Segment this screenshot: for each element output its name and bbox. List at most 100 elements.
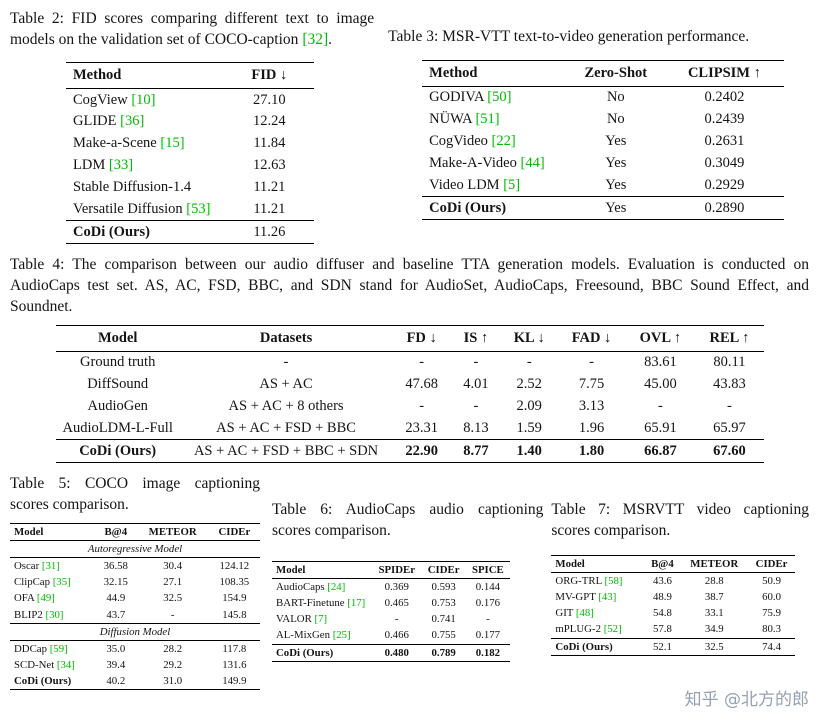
table-row: Stable Diffusion-1.4 11.21 [66, 176, 314, 198]
table-cell: 1.40 [501, 440, 558, 463]
citation-ref: [33] [108, 157, 134, 174]
cell-text: ORG-TRL [555, 575, 602, 588]
column-header: REL ↑ [709, 330, 750, 347]
cell-text: 50.9 [762, 575, 782, 588]
table-row: Make-a-Scene [15] 11.84 [66, 133, 314, 155]
table-row: ORG-TRL [58] 43.6 28.8 50.9 [551, 573, 795, 590]
table-cell: 131.6 [209, 657, 260, 673]
cell-text: Oscar [14, 560, 40, 573]
watermark-text: 知乎 @北方的郎 [684, 690, 809, 710]
cell-text: GIT [555, 607, 574, 620]
cell-text: 11.26 [253, 223, 286, 240]
table-cell: 1.96 [558, 418, 626, 440]
table-cell: 8.13 [451, 418, 501, 440]
table-row: Oscar [31] 36.58 30.4 124.12 [10, 558, 260, 575]
table-cell: 4.01 [451, 374, 501, 396]
table-cell: 11.84 [225, 133, 314, 155]
table-cell: 67.60 [695, 440, 763, 463]
table-row: AudioLDM-L-Full AS + AC + FSD + BBC 23.31 8… [56, 418, 764, 440]
table-cell: Make-a-Scene [15] [66, 133, 225, 155]
table-cell: 52.1 [644, 638, 681, 655]
cell-text: 31.0 [163, 674, 183, 687]
citation-ref: [50] [487, 89, 512, 106]
caption-text: Table 5: COCO image captioning scores co… [10, 475, 260, 514]
table-cell: AS + AC [180, 374, 392, 396]
table-cell: Versatile Diffusion [53] [66, 198, 225, 220]
cell-text: 74.4 [762, 640, 782, 653]
cell-text: 0.182 [475, 646, 501, 659]
table-cell: - [392, 396, 451, 418]
cell-text: 83.61 [644, 354, 677, 371]
cell-text: 43.7 [106, 608, 126, 621]
table-cell: 0.755 [422, 627, 466, 644]
cell-text: - [727, 398, 732, 415]
cell-text: 0.176 [475, 597, 501, 610]
cell-text: 65.97 [713, 420, 746, 437]
cell-text: 33.1 [704, 607, 724, 620]
cell-text: 8.13 [463, 420, 489, 437]
cell-text: Yes [605, 154, 627, 171]
table4-caption: Table 4: The comparison between our audi… [10, 254, 809, 317]
cell-text: 27.10 [253, 91, 286, 108]
table-cell: CoDi (Ours) [551, 638, 644, 655]
cell-text: DiffSound [87, 376, 149, 393]
table-cell: 23.31 [392, 418, 451, 440]
table-cell: 43.6 [644, 573, 681, 590]
table-cell: No [567, 109, 665, 131]
cell-text: AS + AC + FSD + BBC + SDN [193, 442, 379, 459]
table-cell: Oscar [31] [10, 558, 95, 575]
citation-ref: [36] [120, 113, 145, 130]
cell-text: 36.58 [103, 560, 128, 573]
cell-text: Ground truth [80, 354, 156, 371]
cell-text: Stable Diffusion-1.4 [73, 178, 192, 195]
cell-text: 67.60 [713, 442, 746, 459]
table-cell: Yes [567, 152, 665, 174]
table-row: Make-A-Video [44] Yes 0.3049 [422, 152, 784, 174]
cell-text: 2.09 [516, 398, 542, 415]
cell-text: 3.13 [578, 398, 605, 415]
table-cell: 38.7 [681, 589, 748, 605]
table-row: GLIDE [36] 12.24 [66, 111, 314, 133]
table-cell: 154.9 [209, 590, 260, 606]
table-row: AudioGen AS + AC + 8 others - - 2.09 3.13 - - [56, 396, 764, 418]
column-header: Model [555, 558, 585, 571]
table-row: MV-GPT [43] 48.9 38.7 60.0 [551, 589, 795, 605]
cell-text: 32.5 [704, 640, 724, 653]
table3-table: Method Zero-Shot CLIPSIM ↑ GODIVA [50] No 0.2… [422, 60, 785, 220]
cell-text: 1.40 [516, 442, 542, 459]
cell-text: 32.5 [163, 592, 183, 605]
cell-text: CoDi (Ours) [14, 674, 72, 687]
table-cell: 40.2 [95, 673, 137, 690]
bottom-row: Table 5: COCO image captioning scores co… [10, 473, 809, 690]
column-header: Model [14, 526, 44, 539]
column-header: B@4 [651, 558, 674, 571]
cell-text: mPLUG-2 [555, 623, 601, 636]
cell-text: 0.480 [384, 646, 409, 659]
header-row: Model Datasets FD ↓ IS ↑ KL ↓ FAD ↓ OVL ↑ REL ↑ [55, 325, 764, 352]
cell-text: 7.75 [578, 376, 605, 393]
cell-text: - [170, 608, 175, 621]
table-cell: 7.75 [558, 374, 626, 396]
table-cell: 149.9 [209, 673, 260, 690]
table-cell: mPLUG-2 [52] [551, 621, 644, 638]
table-cell: 75.9 [748, 605, 796, 621]
cell-text: 43.6 [652, 575, 672, 588]
table-row: Ground truth - - - - - 83.61 80.11 [56, 351, 764, 373]
column-header: Model [276, 564, 306, 577]
table-cell: 11.21 [225, 176, 314, 198]
table2: Method FID ↓ CogView [10] 27.10 GLIDE [36] 12… [66, 62, 374, 244]
table-cell: 124.12 [209, 558, 260, 575]
cell-text: AS + AC + FSD + BBC [216, 420, 356, 437]
citation-ref: [17] [347, 597, 366, 610]
table2-block: Table 2: FID scores comparing different … [10, 8, 374, 244]
column-header: SPICE [471, 564, 504, 577]
table-cell: 0.741 [422, 611, 466, 627]
table-cell: AL-MixGen [25] [272, 627, 372, 644]
cell-text: BART-Finetune [276, 597, 345, 610]
table-row: CoDi (Ours) AS + AC + FSD + BBC + SDN 22.9… [55, 439, 764, 463]
table-cell: - [180, 351, 392, 373]
cell-text: 0.466 [384, 629, 409, 642]
cell-text: CoDi (Ours) [79, 442, 157, 459]
table-cell: 27.10 [225, 89, 314, 111]
cell-text: 108.35 [219, 576, 250, 589]
